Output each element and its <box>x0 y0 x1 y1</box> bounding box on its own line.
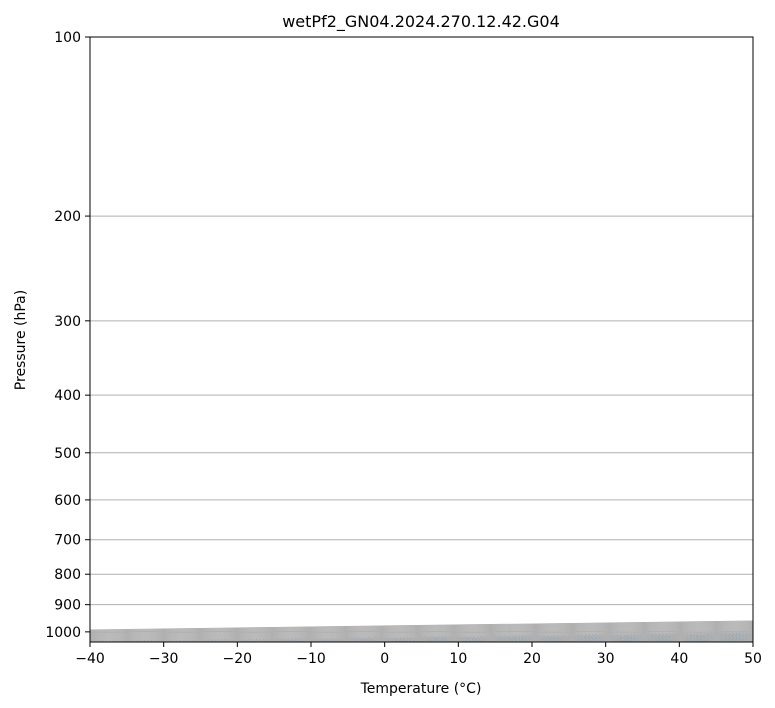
dry-adiabat-line <box>183 633 753 642</box>
x-tick-label: 20 <box>523 651 541 667</box>
isotherm-line <box>90 625 753 636</box>
isotherm-line <box>90 623 753 634</box>
mixing-ratio-line <box>643 639 753 642</box>
moist-adiabat-line <box>614 639 753 642</box>
dry-adiabat-line <box>332 635 753 642</box>
y-tick-label: 600 <box>54 493 81 509</box>
mixing-ratio-line <box>90 632 753 642</box>
isotherm-line <box>90 620 753 631</box>
isotherm-line <box>90 629 753 640</box>
moist-adiabat-line <box>506 638 753 642</box>
isotherm-line <box>90 621 753 632</box>
mixing-ratio-line <box>435 637 753 642</box>
mixing-ratio-line <box>325 635 753 642</box>
isotherm-line <box>605 639 753 642</box>
isotherm-line <box>90 631 753 642</box>
chart-title: wetPf2_GN04.2024.270.12.42.G04 <box>282 12 560 32</box>
y-tick-label: 200 <box>54 209 81 225</box>
moist-adiabat-line <box>435 637 753 642</box>
mixing-ratio-line <box>364 636 753 642</box>
moist-adiabat-line <box>687 640 753 642</box>
x-axis-label: Temperature (°C) <box>360 681 482 697</box>
moist-adiabat-line <box>650 640 753 642</box>
isotherm-line <box>237 634 753 642</box>
y-tick-label: 800 <box>54 567 81 583</box>
moist-adiabat-line <box>363 636 753 642</box>
y-tick-label: 300 <box>54 314 81 330</box>
isotherm-line <box>752 641 753 642</box>
x-tick-label: 10 <box>449 651 467 667</box>
mixing-ratio-line <box>261 634 753 642</box>
x-tick-label: 50 <box>744 651 762 667</box>
x-tick-label: 0 <box>380 651 389 667</box>
grid-lines <box>90 37 753 642</box>
isotherm-line <box>679 640 753 642</box>
y-axis-label: Pressure (hPa) <box>13 290 29 390</box>
mixing-ratio-line <box>466 637 753 642</box>
moist-adiabat-line <box>723 641 753 642</box>
isotherm-line <box>384 636 753 642</box>
mixing-ratio-line <box>184 633 753 642</box>
mixing-ratio-line <box>393 636 753 642</box>
y-tick-label: 700 <box>54 533 81 549</box>
isotherm-line <box>310 635 753 642</box>
isotherm-line <box>90 624 753 635</box>
isotherm-line <box>531 638 753 642</box>
isotherm-line <box>163 633 753 642</box>
x-tick-label: −30 <box>149 651 179 667</box>
y-tick-label: 1000 <box>45 625 81 641</box>
x-tick-label: 40 <box>670 651 688 667</box>
dry-adiabat-line <box>556 638 753 642</box>
plot-frame <box>89 36 754 643</box>
x-tick-label: −40 <box>75 651 105 667</box>
moist-adiabat-line <box>578 639 753 642</box>
y-tick-label: 500 <box>54 446 81 462</box>
x-tick-label: 30 <box>597 651 615 667</box>
x-tick-label: −10 <box>296 651 326 667</box>
dry-adiabat-line <box>258 634 753 642</box>
y-tick-label: 100 <box>54 30 81 46</box>
mixing-ratio-line <box>298 635 753 642</box>
moist-adiabat-line <box>327 635 753 642</box>
isotherm-line <box>90 626 753 637</box>
x-tick-label: −20 <box>223 651 253 667</box>
isotherm-line <box>90 628 753 639</box>
moist-adiabat-line <box>470 637 753 642</box>
isotherm-line <box>90 627 753 638</box>
moist-adiabat-line <box>542 638 753 642</box>
dry-adiabat-line <box>481 637 753 642</box>
axis-ticks: −40 −30 −20 −10 0 10 20 30 40 50 100 200 300 400 500 60… <box>45 30 762 667</box>
guide-lines <box>90 632 753 642</box>
mixing-ratio-line <box>520 638 753 642</box>
isotherm-line <box>90 622 753 633</box>
mixing-ratio-line <box>131 632 753 642</box>
mixing-ratio-line <box>218 634 753 642</box>
isotherm-line <box>90 630 753 641</box>
mixing-ratio-line <box>598 639 753 642</box>
mixing-ratio-line <box>491 637 753 642</box>
mixing-ratio-line <box>621 639 753 642</box>
y-tick-label: 900 <box>54 598 81 614</box>
mixing-ratio-line <box>571 638 753 642</box>
dry-adiabat-line <box>407 636 753 642</box>
mixing-ratio-line <box>545 638 753 642</box>
dry-adiabat-line <box>705 640 753 642</box>
moist-adiabat-line <box>399 636 753 642</box>
y-tick-label: 400 <box>54 388 81 404</box>
isotherm-line <box>90 632 753 642</box>
isotherm-line <box>458 637 753 642</box>
